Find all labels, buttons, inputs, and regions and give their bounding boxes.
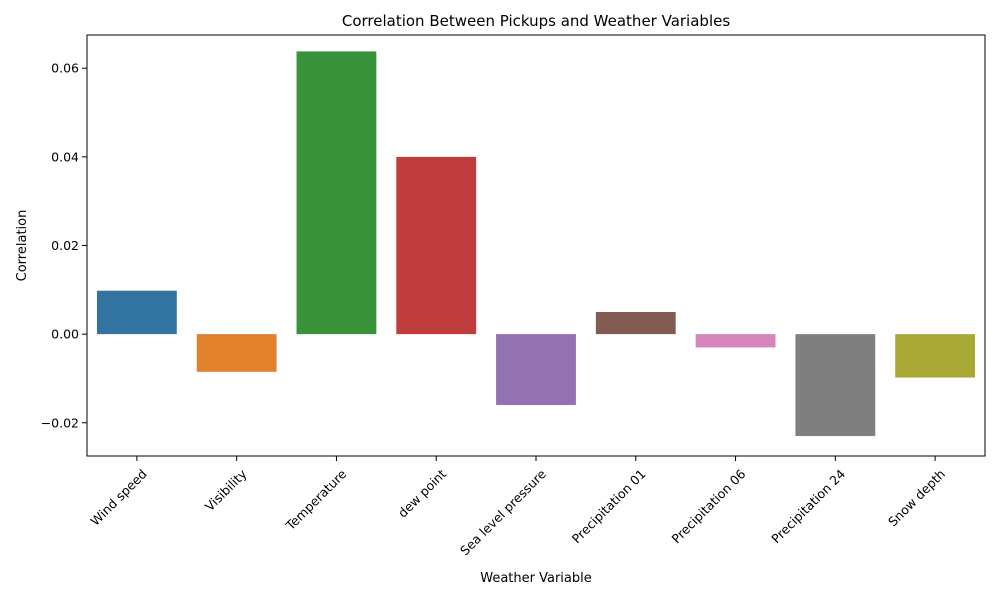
x-tick-label: Temperature xyxy=(282,466,350,534)
y-axis: −0.02 0.00 0.02 0.04 0.06 xyxy=(41,61,87,430)
x-tick-label: Precipitation 24 xyxy=(768,466,848,546)
plot-area xyxy=(96,51,976,437)
y-tick-label: 0.04 xyxy=(51,149,79,164)
bar-snow-depth xyxy=(895,334,976,378)
bar-precipitation-01 xyxy=(595,311,676,335)
x-tick-label: Precipitation 01 xyxy=(569,466,649,546)
x-tick-label: Wind speed xyxy=(87,466,149,528)
y-tick-label: 0.00 xyxy=(51,327,79,342)
bar-sea-level-pressure xyxy=(496,334,576,406)
y-tick-label: −0.02 xyxy=(41,415,79,430)
bar-precipitation-24 xyxy=(795,334,876,437)
y-tick-label: 0.06 xyxy=(51,61,79,76)
bar-temperature xyxy=(296,51,377,335)
chart-title: Correlation Between Pickups and Weather … xyxy=(342,12,730,30)
x-tick-label: Snow depth xyxy=(885,466,948,529)
x-tick-label: Visibility xyxy=(202,466,250,514)
x-tick-label: dew point xyxy=(395,466,449,520)
x-axis-title: Weather Variable xyxy=(480,571,592,586)
bar-precipitation-06 xyxy=(695,334,776,348)
x-tick-label: Precipitation 06 xyxy=(669,466,749,546)
bar-wind-speed xyxy=(96,290,177,335)
bar-visibility xyxy=(196,334,277,372)
x-tick-label: Sea level pressure xyxy=(457,466,549,558)
y-axis-title: Correlation xyxy=(15,210,30,282)
x-axis: Wind speed Visibility Temperature dew point… xyxy=(87,456,948,558)
bar-dew-point xyxy=(396,156,477,335)
y-tick-label: 0.02 xyxy=(51,238,79,253)
